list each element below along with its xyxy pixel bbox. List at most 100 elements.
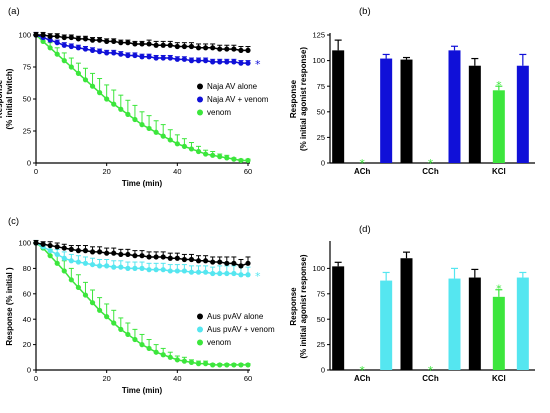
significance-star: * [496,79,502,92]
category-group-cch: *CCh [400,251,461,383]
data-point [61,268,67,274]
data-point [224,260,230,266]
data-point [97,249,103,255]
data-point [203,45,209,51]
data-point [89,249,96,255]
data-point [111,38,117,45]
data-point [139,342,145,348]
data-point [146,345,152,352]
data-point [181,256,187,263]
series-0 [33,239,251,269]
data-point [111,101,117,107]
data-point [68,34,74,41]
legend-marker [197,326,203,333]
data-point [174,255,180,261]
data-point [238,272,244,278]
bar [400,59,413,163]
series-2 [33,240,251,368]
data-point [139,41,145,47]
data-point [181,56,187,62]
bar [448,50,461,163]
data-point [54,260,60,266]
panel-label: (a) [8,6,20,17]
legend-marker [197,313,203,320]
legend-label: venom [207,338,231,347]
legend: Aus pvAV alone Aus pvAV + venom venom [197,312,275,347]
data-point [54,40,60,46]
data-point [217,46,223,52]
data-point [61,42,67,48]
data-point [167,255,173,261]
data-point [118,106,124,112]
data-point [61,58,67,64]
y-tick-label: 0 [321,366,325,375]
y-axis-title: Response (% initial ) [5,267,14,346]
data-point [167,137,173,143]
data-point [68,64,74,70]
data-point [217,154,223,160]
data-point [111,264,117,270]
y-axis-title: (% initial twitch) [5,68,14,129]
data-point [160,352,166,358]
panel-b: (b) 0 25 50 75 100 125 Response (% initial agoni… [289,6,535,176]
y-tick-label: 80 [23,264,31,273]
data-point [97,90,103,96]
series-1 [33,239,251,278]
panel-label: (d) [359,224,371,235]
data-point [217,259,223,265]
data-point [210,362,216,368]
data-point [139,54,145,60]
data-point [118,326,124,332]
significance-star: * [428,364,434,377]
data-point [82,46,89,52]
y-tick-label: 100 [312,56,325,65]
panel-a: (a) 0 25 50 75 100 Response (% initial twitch) 0… [0,6,269,188]
panel-label: (c) [8,216,19,227]
data-point [61,255,67,261]
data-point [195,258,202,264]
data-point [132,41,138,47]
data-point [217,270,223,277]
data-point [210,59,216,65]
data-point [40,32,46,38]
legend: Naja AV alone Naja AV + venom venom [197,82,269,117]
data-point [210,270,216,277]
data-point [174,268,180,274]
y-tick-label: 75 [317,289,325,298]
data-point [125,265,131,271]
data-point [245,60,251,66]
data-point [89,300,96,306]
data-point [146,267,152,273]
data-point [54,251,60,258]
data-point [132,336,138,343]
data-point [111,50,117,56]
legend-marker [197,339,203,346]
data-point [203,258,209,264]
bar [380,280,393,370]
category-group-cch: *CCh [400,45,461,176]
x-tick-label: 60 [244,374,252,383]
data-point [54,244,60,250]
data-point [104,38,110,45]
y-tick-label: 100 [18,31,31,40]
data-point [82,292,89,298]
data-point [210,152,216,158]
data-point [231,270,237,277]
data-point [231,46,237,52]
data-point [231,362,237,368]
data-point [75,36,81,42]
data-point [89,261,96,268]
bar [492,296,505,370]
series-0 [33,31,251,53]
category-group-ach: *ACh [332,261,393,383]
data-point [153,349,159,355]
data-point [167,42,173,48]
data-point [245,362,251,368]
significance-star: * [359,364,365,377]
data-point [146,41,152,47]
data-point [68,258,74,264]
data-point [118,264,124,270]
data-point [111,320,117,326]
data-point [132,265,138,271]
